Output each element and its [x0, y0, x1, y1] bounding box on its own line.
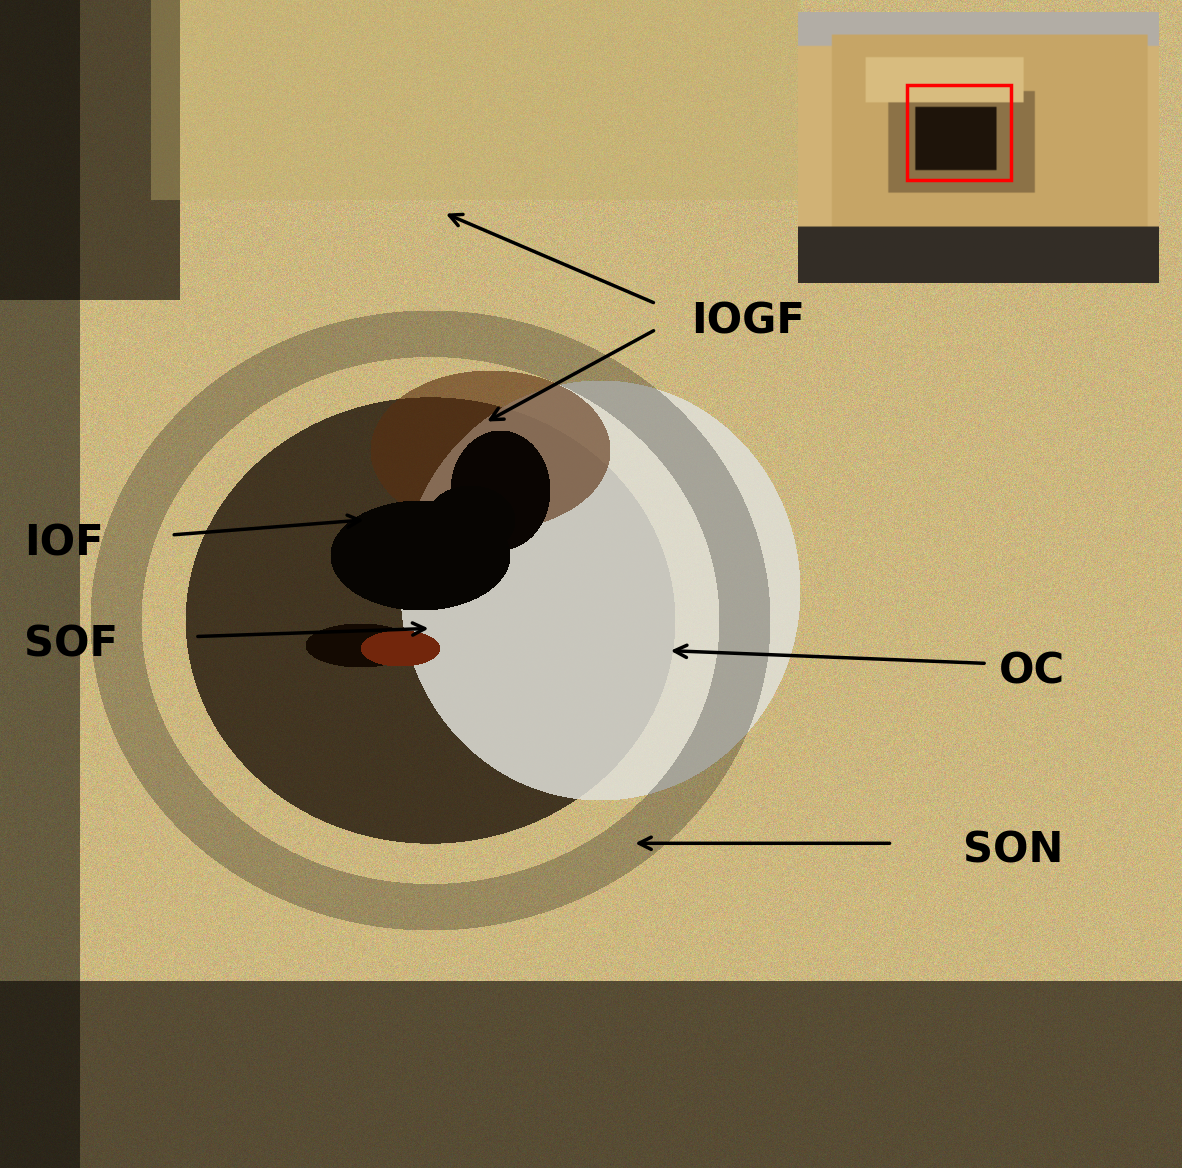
Text: SOF: SOF [24, 624, 118, 666]
Text: IOF: IOF [24, 522, 103, 564]
Text: IOGF: IOGF [691, 300, 805, 342]
Bar [907, 85, 1011, 180]
Text: OC: OC [999, 651, 1065, 693]
Text: SON: SON [963, 829, 1064, 871]
